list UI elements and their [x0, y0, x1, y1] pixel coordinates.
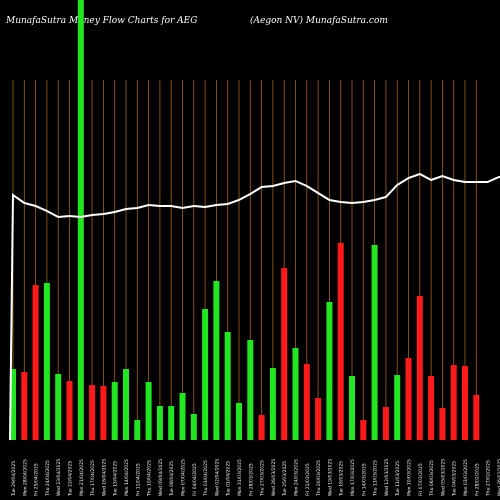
money-flow-bar — [134, 420, 141, 440]
money-flow-bar — [179, 393, 186, 440]
bar-series — [10, 0, 480, 440]
money-flow-bar — [360, 420, 367, 440]
x-tick-label: Wed 12/03/2025 — [384, 459, 390, 496]
money-flow-bar — [382, 407, 389, 440]
x-tick-label: Wed 02/04/2025 — [214, 459, 220, 496]
money-flow-bar — [281, 268, 288, 440]
x-tick-label: Thu 13/03/2025 — [373, 460, 379, 497]
money-flow-bar — [43, 283, 50, 440]
x-tick-label: Thu 24/04/2025 — [45, 460, 51, 497]
price-line — [9, 172, 500, 441]
x-tick-label: Mon 24/03/2025 — [294, 459, 300, 496]
money-flow-bar — [145, 382, 152, 440]
x-tick-label: Tue 08/04/2025 — [169, 461, 175, 497]
price-line-series — [9, 172, 500, 441]
money-flow-bar — [236, 403, 242, 440]
x-tick-label: Mon 10/03/2025 — [407, 459, 413, 496]
money-flow-bar — [326, 302, 333, 440]
money-flow-bar — [202, 309, 209, 440]
x-tick-label: Tue 25/03/2025 — [282, 461, 288, 497]
money-flow-bar — [32, 285, 39, 440]
money-flow-bar — [349, 376, 355, 440]
x-tick-label: Thu 27/02/2025 — [486, 460, 492, 497]
x-tick-label: Tue 01/04/2025 — [226, 461, 232, 497]
x-tick-label: Fri 28/03/2025 — [248, 463, 254, 496]
money-flow-bar — [224, 332, 231, 440]
x-tick-label: Thu 03/04/2025 — [203, 460, 209, 497]
x-tick-label: Thu 20/03/2025 — [316, 460, 322, 497]
x-tick-label: Fri 14/03/2025 — [361, 463, 367, 496]
x-tick-label: Fri 11/04/2025 — [135, 463, 141, 496]
x-tick-label: Wed 26/03/2025 — [271, 459, 277, 496]
x-tick-label: Tue 04/03/2025 — [452, 461, 458, 497]
x-tick-label: Mon 14/04/2025 — [124, 459, 130, 496]
money-flow-bar — [315, 398, 322, 440]
x-tick-label: Wed 09/04/2025 — [158, 459, 164, 496]
x-tick-label: Thu 10/04/2025 — [147, 460, 153, 497]
money-flow-bar — [416, 296, 423, 440]
x-tick-label: Wed 05/03/2025 — [440, 459, 446, 496]
money-flow-bar — [156, 406, 163, 440]
x-tick-label: Mon 31/03/2025 — [237, 459, 243, 496]
x-tick-label: Thu 06/03/2025 — [429, 460, 435, 497]
money-flow-bar — [123, 369, 129, 440]
chart-header-left: MunafaSutra Money Flow Charts for AEG — [6, 16, 198, 26]
money-flow-bar — [450, 365, 457, 440]
money-flow-bar — [371, 245, 378, 440]
x-tick-label: Wed 19/03/2025 — [327, 459, 333, 496]
money-flow-bar — [89, 385, 96, 440]
money-flow-bar — [405, 358, 412, 440]
money-flow-bar — [439, 408, 446, 440]
x-tick-label: Fri 25/04/2025 — [34, 463, 40, 496]
money-flow-bar — [190, 414, 197, 440]
money-flow-bar — [66, 381, 73, 440]
money-flow-bar — [21, 372, 28, 440]
x-tick-label: Fri 28/02/2025 — [474, 463, 480, 496]
money-flow-bar — [10, 369, 16, 440]
x-tick-label: Wed 16/04/2025 — [101, 459, 107, 496]
x-tick-label: Mon 21/04/2025 — [79, 459, 85, 496]
x-tick-label: Tue 29/04/2025 — [11, 461, 17, 497]
x-tick-label: Thu 17/04/2025 — [90, 460, 96, 497]
money-flow-bar — [77, 0, 84, 440]
money-flow-bar — [337, 243, 344, 440]
money-flow-bar — [100, 386, 107, 440]
x-tick-label: Mon 03/03/2025 — [463, 459, 469, 496]
x-tick-label: Tue 15/04/2025 — [113, 461, 119, 497]
chart-header-right: (Aegon NV) MunafaSutra.com — [250, 16, 388, 26]
money-flow-bar — [247, 340, 254, 440]
x-tick-label: Mon 07/04/2025 — [181, 459, 187, 496]
money-flow-bar — [473, 395, 480, 440]
x-tick-label: Wed 26/02/2025 — [497, 459, 500, 496]
x-tick-label: Wed 23/04/2025 — [56, 459, 62, 496]
money-flow-bar — [213, 281, 220, 440]
money-flow-bar — [111, 382, 118, 440]
money-flow-bar — [55, 374, 62, 440]
money-flow-bar — [269, 368, 276, 440]
money-flow-bar — [292, 348, 299, 440]
x-tick-label: Tue 18/03/2025 — [339, 461, 345, 497]
money-flow-bar — [258, 415, 265, 440]
x-tick-label: Tue 22/04/2025 — [68, 461, 74, 497]
x-axis-labels: Tue 29/04/2025 Mon 28/04/2025 Fri 25/04/20… — [11, 459, 500, 497]
money-flow-bar — [394, 375, 401, 440]
x-tick-label: Fri 07/03/2025 — [418, 463, 424, 496]
x-tick-label: Thu 27/03/2025 — [260, 460, 266, 497]
money-flow-bar — [462, 366, 468, 440]
x-tick-label: Fri 21/03/2025 — [305, 463, 311, 496]
x-tick-label: Tue 11/03/2025 — [395, 461, 401, 497]
money-flow-bar — [303, 364, 310, 440]
money-flow-bar — [168, 406, 175, 440]
x-tick-label: Fri 04/04/2025 — [192, 463, 198, 496]
money-flow-bar — [428, 376, 435, 440]
x-tick-label: Mon 28/04/2025 — [22, 459, 28, 496]
x-tick-label: Mon 17/03/2025 — [350, 459, 356, 496]
